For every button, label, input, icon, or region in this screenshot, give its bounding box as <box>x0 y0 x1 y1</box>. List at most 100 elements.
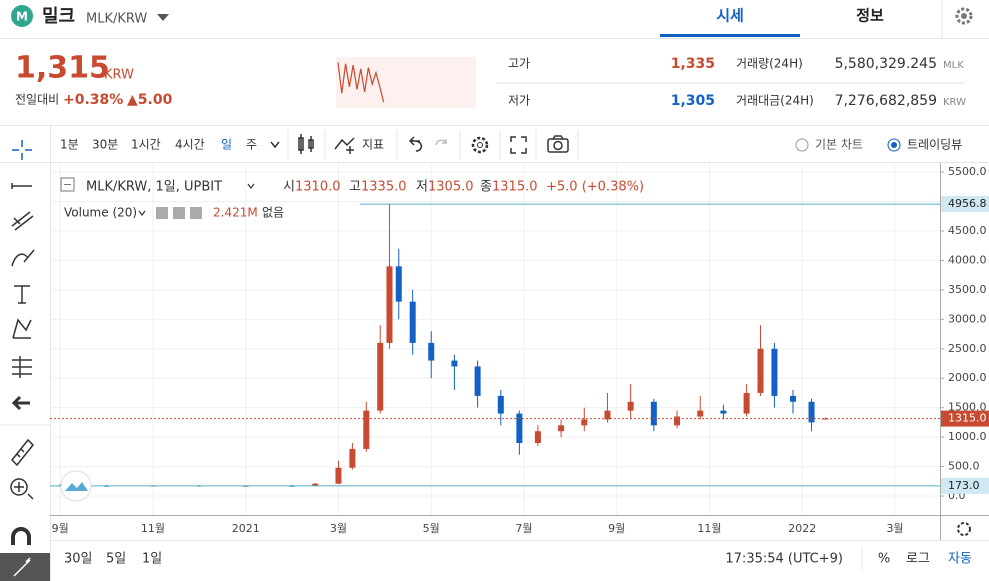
x-tick-label: 9월 <box>52 522 69 535</box>
log-toggle[interactable]: 로그 <box>906 552 930 567</box>
radio-dot <box>891 142 897 148</box>
change-label: 전일대비 <box>15 93 59 107</box>
coin-logo-letter: M <box>16 10 28 24</box>
screenshot-icon[interactable] <box>547 135 569 153</box>
candle-body <box>581 419 588 426</box>
interval[interactable]: 1분 <box>60 138 79 152</box>
lock-tool <box>13 557 31 577</box>
range-button[interactable]: 30일 <box>64 552 93 567</box>
zoom-tool[interactable] <box>14 482 34 500</box>
candle-body <box>349 448 356 468</box>
candle-body <box>516 413 523 444</box>
candle-body <box>743 392 750 414</box>
text-tool[interactable] <box>14 285 30 304</box>
remove-icon[interactable] <box>190 207 202 219</box>
chart-mode-active[interactable]: 트레이딩뷰 <box>907 138 962 152</box>
y-tick-label: 1500.0 <box>948 401 987 414</box>
legend-change: +5.0 (+0.38%) <box>546 180 644 195</box>
settings-icon[interactable] <box>471 136 489 154</box>
undo-icon[interactable] <box>408 136 423 152</box>
legend-dropdown[interactable] <box>247 183 255 189</box>
low-label: 저가 <box>508 94 530 108</box>
candle-body <box>720 410 727 414</box>
candle-body <box>697 410 704 417</box>
candle-body <box>451 360 458 367</box>
header <box>0 0 989 38</box>
auto-toggle[interactable]: 자동 <box>948 552 972 567</box>
volume-unit: MLK <box>943 60 964 71</box>
chart-mode[interactable]: 기본 차트 <box>815 138 863 152</box>
crosshair-tool[interactable] <box>12 140 32 160</box>
y-tick-label: 3000.0 <box>948 312 987 325</box>
back-tool[interactable] <box>11 395 30 411</box>
interval[interactable]: 30분 <box>92 138 118 152</box>
clock: 17:35:54 (UTC+9) <box>725 552 843 567</box>
x-tick-label: 3월 <box>330 522 347 535</box>
fib-tool[interactable] <box>11 211 34 231</box>
volume-legend-dropdown[interactable] <box>138 210 146 216</box>
collapse-icon[interactable] <box>60 177 75 192</box>
high-label: 고가 <box>508 57 530 71</box>
settings-icon[interactable] <box>173 207 185 219</box>
y-tick-label: 500.0 <box>948 460 980 473</box>
volume-legend-name: Volume (20) <box>64 206 137 220</box>
indicator-icon[interactable] <box>334 137 355 154</box>
interval-more[interactable] <box>270 141 280 149</box>
indicator-button[interactable]: 지표 <box>362 138 384 152</box>
prediction-tool[interactable] <box>12 356 32 378</box>
trade-value-unit: KRW <box>943 97 966 108</box>
fullscreen-icon[interactable] <box>510 136 527 154</box>
legend-ohlc-label: 시 <box>283 180 295 195</box>
volume-value: 5,580,329.245 <box>835 56 937 72</box>
volume-label: 거래량(24H) <box>736 57 803 71</box>
range-button[interactable]: 1일 <box>142 552 162 567</box>
candle-body <box>534 431 541 444</box>
lock-tool-bg[interactable] <box>0 553 50 581</box>
candle-body <box>627 401 634 411</box>
volume-legend-value: 2.421M <box>213 206 258 220</box>
candle-body <box>789 395 796 402</box>
candle-body <box>395 266 402 302</box>
interval-active[interactable]: 일 <box>221 138 232 152</box>
candle-body <box>757 348 764 393</box>
redo-icon[interactable] <box>435 139 447 146</box>
tab[interactable]: 정보 <box>856 7 884 25</box>
candle-body <box>650 401 657 426</box>
interval[interactable]: 1시간 <box>131 138 161 152</box>
candle-type-icon[interactable] <box>298 134 314 154</box>
coin-pair[interactable]: MLK/KRW <box>86 12 147 27</box>
range-button[interactable]: 5일 <box>106 552 126 567</box>
price-line-label: 4956.8 <box>948 197 987 210</box>
settings-icon[interactable] <box>957 522 971 536</box>
legend-ohlc-label: 종 <box>480 180 492 195</box>
sparkline <box>337 62 385 103</box>
magnet-tool[interactable] <box>11 527 31 545</box>
legend-ohlc-value: 1335.0 <box>361 180 407 195</box>
dropdown-arrow[interactable] <box>157 14 169 21</box>
radio-checked[interactable] <box>887 138 901 152</box>
interval[interactable]: 4시간 <box>175 138 205 152</box>
radio[interactable] <box>795 138 809 152</box>
legend-ohlc-label: 저 <box>416 180 428 195</box>
settings-icon[interactable] <box>955 7 973 25</box>
pattern-tool[interactable] <box>12 318 32 339</box>
candle-body <box>377 342 384 411</box>
line-tool[interactable] <box>11 183 32 189</box>
y-tick-label: 3500.0 <box>948 283 987 296</box>
change-rate: +0.38% <box>63 92 123 108</box>
watermark-logo-shape <box>65 482 88 491</box>
tab-active[interactable]: 시세 <box>716 7 744 25</box>
ruler-tool[interactable] <box>10 438 35 467</box>
plot: 4956.8 1315.0 173.0 <box>50 196 989 494</box>
percent-toggle[interactable]: % <box>878 552 890 567</box>
visibility-icon[interactable] <box>156 207 168 219</box>
brush-tool[interactable] <box>11 249 35 267</box>
candle-body <box>497 395 504 414</box>
grid: 0.0500.01000.01500.02000.02500.03000.035… <box>50 165 987 535</box>
tab-underline <box>660 34 800 37</box>
interval[interactable]: 주 <box>246 138 257 152</box>
x-tick-label: 7월 <box>515 522 532 535</box>
candle-body <box>604 410 611 420</box>
candle-body <box>808 401 815 423</box>
